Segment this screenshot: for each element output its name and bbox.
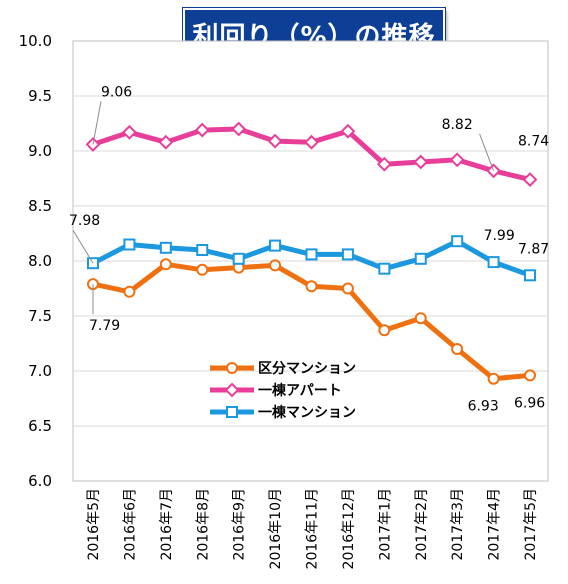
data-point (376, 156, 392, 172)
data-point (487, 372, 500, 385)
data-point (123, 285, 136, 298)
data-point (522, 172, 538, 188)
data-point (414, 252, 427, 265)
data-point (378, 324, 391, 337)
data-point (524, 269, 536, 282)
leader-line (72, 229, 94, 264)
data-point (487, 256, 500, 269)
data-point (340, 123, 356, 139)
y-tick-label: 9.0 (28, 142, 52, 160)
data-point (451, 235, 464, 248)
series-layer (85, 121, 538, 385)
legend-swatch-marker (224, 382, 240, 398)
x-tick-label: 2017年1月 (377, 488, 393, 561)
y-tick-label: 8.0 (28, 252, 52, 270)
y-tick-label: 10.0 (19, 32, 52, 50)
data-point (451, 343, 464, 355)
data-point (269, 239, 282, 252)
data-point (304, 134, 319, 150)
x-tick-label: 2016年12月 (341, 488, 357, 569)
data-point (194, 122, 210, 138)
data-point (449, 152, 465, 168)
y-tick-label: 8.5 (28, 197, 52, 215)
data-point (123, 238, 136, 251)
data-point (196, 263, 209, 276)
data-point (414, 312, 427, 325)
x-tick-label: 2016年10月 (268, 488, 284, 569)
data-label: 7.98 (69, 213, 100, 229)
x-tick-label: 2017年4月 (487, 488, 503, 561)
data-point (305, 248, 318, 261)
series-3 (87, 235, 536, 282)
data-label: 7.79 (89, 318, 120, 334)
x-tick-label: 2016年11月 (305, 488, 321, 569)
data-label: 9.06 (101, 84, 132, 100)
data-point (341, 248, 354, 261)
data-label: 7.99 (484, 228, 515, 244)
data-point (413, 154, 429, 170)
x-tick-label: 2016年8月 (195, 488, 211, 561)
gridlines (73, 95, 548, 427)
legend-swatch-marker (226, 362, 238, 374)
data-point (158, 134, 174, 150)
data-point (232, 252, 245, 265)
x-tick-label: 2016年9月 (232, 488, 248, 561)
data-point (341, 282, 354, 295)
legend-swatch-marker (226, 406, 238, 418)
series-2 (85, 121, 538, 188)
x-tick-label: 2017年3月 (450, 488, 466, 561)
x-tick-label: 2017年2月 (414, 488, 430, 561)
leader-line (92, 101, 102, 145)
data-point (305, 280, 318, 293)
y-tick-label: 6.5 (28, 417, 52, 435)
x-tick-label: 2016年7月 (159, 488, 175, 561)
x-axis-ticks: 2016年5月 2016年6月 2016年7月 2016年8月 2016年9月 2016年… (86, 488, 539, 569)
x-tick-label: 2016年5月 (86, 488, 102, 561)
data-point (231, 121, 247, 137)
data-label: 7.87 (518, 241, 549, 257)
data-label: 6.93 (468, 399, 499, 415)
y-tick-label: 7.0 (28, 362, 52, 380)
data-label: 8.82 (442, 117, 473, 133)
data-point (269, 259, 282, 272)
y-tick-label: 7.5 (28, 307, 52, 325)
y-axis-ticks: 6.0 6.5 7.0 7.5 8.0 8.5 9.0 9.5 10.0 (19, 32, 52, 490)
data-point (159, 258, 172, 271)
legend-label: 一棟マンション (258, 404, 356, 421)
data-label: 6.96 (514, 395, 545, 411)
data-point (159, 241, 172, 254)
data-labels: 9.06 8.82 8.74 7.98 7.997.87 7.79 6.93 6.96 (69, 84, 549, 414)
data-point (122, 124, 137, 140)
x-tick-label: 2016年6月 (122, 488, 138, 561)
x-tick-label: 2017年5月 (523, 488, 539, 561)
data-point (378, 262, 391, 275)
legend-label: 一棟アパート (258, 382, 342, 399)
legend-label: 区分マンション (258, 361, 356, 377)
data-point (524, 369, 536, 382)
series-1 (87, 258, 536, 385)
leader-line (479, 133, 495, 171)
y-tick-label: 9.5 (28, 87, 52, 105)
data-label: 8.74 (518, 134, 549, 150)
data-point (196, 244, 209, 256)
data-point (267, 133, 283, 149)
y-tick-label: 6.0 (28, 472, 52, 490)
